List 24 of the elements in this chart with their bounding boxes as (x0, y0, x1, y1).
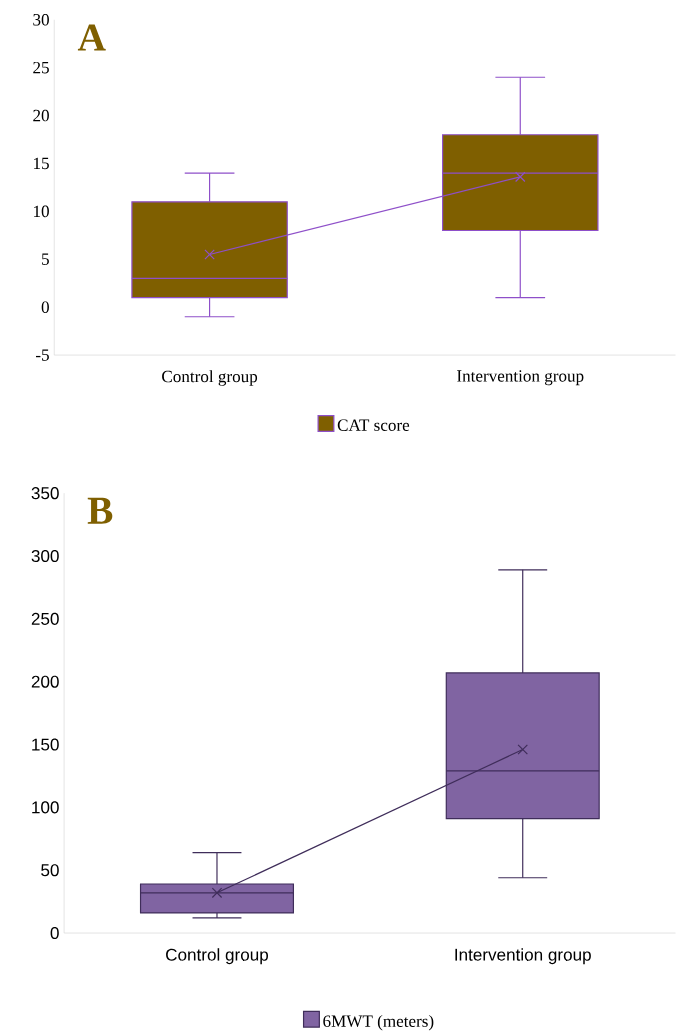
y-tick-label: 200 (31, 675, 59, 688)
y-tick-label: -5 (36, 349, 49, 361)
x-tick-label: Control group (166, 948, 269, 965)
x-tick-label: Intervention group (455, 948, 591, 965)
y-tick-label: 250 (31, 612, 59, 625)
y-tick-label: 0 (41, 301, 50, 313)
annotation: B (87, 497, 113, 524)
y-tick-label: 350 (31, 487, 59, 500)
y-tick-label: 0 (50, 926, 59, 940)
y-tick-label: 25 (33, 61, 49, 74)
y-tick-label: 30 (33, 13, 50, 26)
x-tick-label: Control group (162, 370, 258, 386)
legend-label: 6MWT (meters) (323, 1014, 434, 1031)
y-tick-label: 5 (42, 253, 49, 265)
annotation: A (77, 24, 106, 51)
y-tick-label: 10 (34, 205, 50, 218)
legend-label: CAT score (337, 419, 410, 431)
x-tick-label: Intervention group (457, 370, 584, 386)
y-tick-label: 100 (32, 801, 59, 814)
y-tick-label: 50 (41, 864, 59, 877)
y-tick-label: 300 (31, 549, 59, 563)
y-tick-label: 20 (33, 109, 50, 122)
y-tick-label: 15 (34, 157, 49, 170)
y-tick-label: 150 (32, 738, 59, 751)
